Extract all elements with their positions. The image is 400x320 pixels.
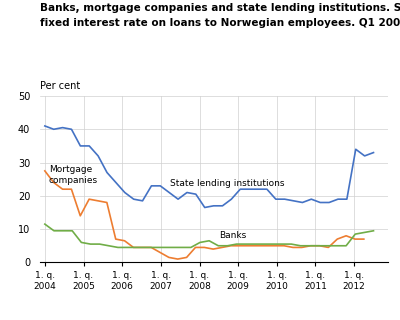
Text: State lending institutions: State lending institutions: [170, 179, 285, 188]
Text: Banks, mortgage companies and state lending institutions. Share of: Banks, mortgage companies and state lend…: [40, 3, 400, 13]
Text: Banks: Banks: [219, 231, 246, 240]
Text: Per cent: Per cent: [40, 81, 80, 91]
Text: fixed interest rate on loans to Norwegian employees. Q1 2004–Q3 2012: fixed interest rate on loans to Norwegia…: [40, 18, 400, 28]
Text: Mortgage
companies: Mortgage companies: [49, 165, 98, 185]
